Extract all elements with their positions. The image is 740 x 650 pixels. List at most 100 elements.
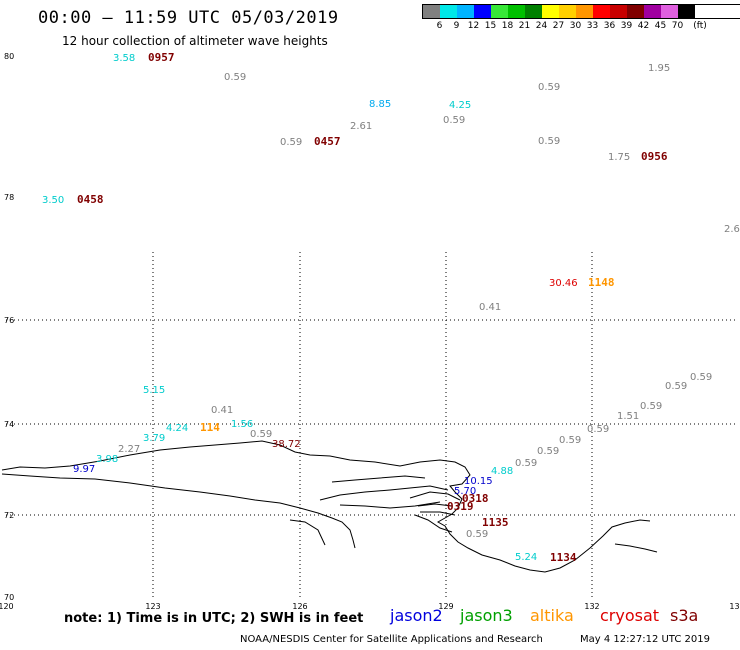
scale-label-11: 36 bbox=[603, 21, 616, 31]
wave-height-label: 0.59 bbox=[515, 458, 537, 469]
pass-time-label: 1134 bbox=[550, 551, 577, 564]
wave-height-label: 2.6 bbox=[724, 224, 740, 235]
wave-height-label: 0.59 bbox=[466, 529, 488, 540]
wave-height-label: 3.79 bbox=[143, 433, 165, 444]
scale-swatch-12 bbox=[627, 5, 644, 18]
pass-time-label: 0319 bbox=[447, 500, 474, 513]
wave-height-label: 3.50 bbox=[42, 195, 64, 206]
wave-height-label: 5.15 bbox=[143, 385, 165, 396]
wave-height-label: 4.88 bbox=[491, 466, 513, 477]
lat-tick-label: 72 bbox=[4, 511, 14, 520]
scale-label-8: 27 bbox=[552, 21, 565, 31]
wave-height-label: 4.24 bbox=[166, 423, 188, 434]
mainland-south-shore bbox=[1, 473, 453, 549]
scale-label-9: 30 bbox=[569, 21, 582, 31]
lon-tick-label: 120 bbox=[0, 602, 14, 611]
wave-height-label: 5.24 bbox=[515, 552, 537, 563]
scale-swatch-14 bbox=[661, 5, 678, 18]
pass-time-label: 0957 bbox=[148, 51, 175, 64]
pass-time-label: 1135 bbox=[482, 516, 509, 529]
wave-height-label: 2.27 bbox=[118, 444, 140, 455]
scale-label-14: 45 bbox=[654, 21, 667, 31]
pass-time-label: 0956 bbox=[641, 150, 668, 163]
islands bbox=[614, 543, 658, 553]
lat-tick-label: 70 bbox=[4, 593, 14, 602]
scale-swatch-3 bbox=[474, 5, 491, 18]
lon-tick-label: 135 bbox=[729, 602, 740, 611]
wave-height-label: 0.59 bbox=[690, 372, 712, 383]
map-subtitle: 12 hour collection of altimeter wave hei… bbox=[62, 34, 328, 48]
wave-height-label: 0.59 bbox=[538, 136, 560, 147]
pass-time-label: 0458 bbox=[77, 193, 104, 206]
scale-swatch-9 bbox=[576, 5, 593, 18]
legend-cryosat: cryosat bbox=[600, 606, 660, 625]
scale-label-7: 24 bbox=[535, 21, 548, 31]
scale-unit: (ft) bbox=[693, 21, 707, 31]
scale-label-1: 6 bbox=[436, 21, 443, 31]
wave-height-labels: 3.580.598.85 4.250.590.591.952.610.59 0.59… bbox=[42, 53, 740, 563]
color-scale-labels: 6 9 12 15 18 21 24 27 30 33 36 39 42 45 70 (ft) bbox=[422, 19, 740, 33]
scale-swatch-7 bbox=[542, 5, 559, 18]
pass-time-label: 0457 bbox=[314, 135, 341, 148]
lat-tick-label: 74 bbox=[4, 420, 14, 429]
mainland-coastline bbox=[1, 440, 651, 573]
wave-height-label: 1.51 bbox=[617, 411, 639, 422]
scale-label-10: 33 bbox=[586, 21, 599, 31]
scale-label-2: 9 bbox=[453, 21, 460, 31]
wave-height-color-scale: 6 9 12 15 18 21 24 27 30 33 36 39 42 45 70 (ft) bbox=[422, 4, 740, 33]
lat-tick-label: 78 bbox=[4, 193, 14, 202]
wave-height-label: 0.59 bbox=[224, 72, 246, 83]
wave-height-label: 0.59 bbox=[443, 115, 465, 126]
scale-label-12: 39 bbox=[620, 21, 633, 31]
wave-height-label: 2.61 bbox=[350, 121, 372, 132]
wave-height-label: 1.56 bbox=[231, 419, 253, 430]
wave-height-label: 3.58 bbox=[113, 53, 135, 64]
scale-label-5: 18 bbox=[501, 21, 514, 31]
wave-height-label: 0.59 bbox=[559, 435, 581, 446]
map-title: 00:00 – 11:59 UTC 05/03/2019 bbox=[38, 8, 339, 28]
scale-swatch-15 bbox=[678, 5, 695, 18]
wave-height-label: 1.75 bbox=[608, 152, 630, 163]
wave-height-label: 4.25 bbox=[449, 100, 471, 111]
scale-swatch-2 bbox=[457, 5, 474, 18]
wave-height-label: 0.41 bbox=[211, 405, 233, 416]
scale-swatch-6 bbox=[525, 5, 542, 18]
legend-jason2: jason2 bbox=[390, 606, 443, 625]
axis-ticks: 120 123 126 129 132 135 80 78 76 74 72 70 bbox=[0, 52, 740, 611]
wave-height-label: 0.59 bbox=[665, 381, 687, 392]
wave-height-label: 0.59 bbox=[538, 82, 560, 93]
wave-height-label: 3.98 bbox=[96, 454, 118, 465]
legend-altika: altika bbox=[530, 606, 574, 625]
pass-time-label: 0318 bbox=[462, 492, 489, 505]
scale-label-6: 21 bbox=[518, 21, 531, 31]
scale-swatch-4 bbox=[491, 5, 508, 18]
legend-s3a: s3a bbox=[670, 606, 699, 625]
wave-height-label: 38.72 bbox=[272, 439, 301, 450]
wave-height-label: 30.46 bbox=[549, 278, 578, 289]
lon-tick-label: 132 bbox=[584, 602, 599, 611]
scale-label-3: 12 bbox=[467, 21, 480, 31]
wave-height-label: 0.59 bbox=[640, 401, 662, 412]
footer-note: note: 1) Time is in UTC; 2) SWH is in fe… bbox=[64, 611, 364, 626]
color-scale-boxes bbox=[422, 4, 740, 19]
lon-tick-label: 129 bbox=[438, 602, 453, 611]
pass-time-label: 1148 bbox=[588, 276, 615, 289]
wave-height-label: 0.41 bbox=[479, 302, 501, 313]
wave-height-label: 8.85 bbox=[369, 99, 391, 110]
scale-swatch-11 bbox=[610, 5, 627, 18]
scale-swatch-1 bbox=[440, 5, 457, 18]
scale-swatch-10 bbox=[593, 5, 610, 18]
delta-channels bbox=[331, 475, 461, 516]
wave-height-label: 0.59 bbox=[250, 429, 272, 440]
coastline bbox=[1, 440, 658, 573]
wave-height-label: 9.97 bbox=[73, 464, 95, 475]
wave-height-label: 0.59 bbox=[537, 446, 559, 457]
scale-swatch-5 bbox=[508, 5, 525, 18]
lon-tick-label: 123 bbox=[145, 602, 160, 611]
wave-height-label: 1.95 bbox=[648, 63, 670, 74]
scale-swatch-8 bbox=[559, 5, 576, 18]
lat-tick-label: 76 bbox=[4, 316, 14, 325]
scale-swatch-13 bbox=[644, 5, 661, 18]
